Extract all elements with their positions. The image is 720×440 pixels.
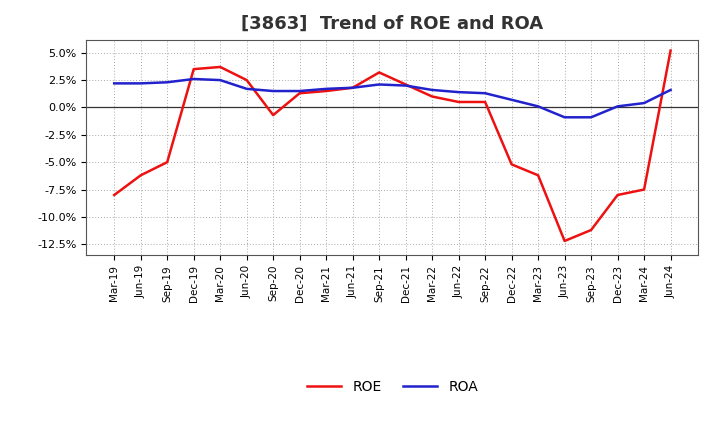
ROE [189,66,198,72]
ROA [110,81,119,86]
ROA [666,87,675,92]
ROA [613,104,622,109]
ROE [587,227,595,233]
ROE [401,82,410,87]
ROA [534,104,542,109]
ROA [640,100,649,106]
ROA [136,81,145,86]
ROA [322,86,330,92]
ROE [269,113,277,118]
ROA [481,91,490,96]
Line: ROE: ROE [114,51,670,241]
ROA [163,80,171,85]
ROE [534,172,542,178]
ROA [454,89,463,95]
Line: ROA: ROA [114,79,670,117]
Legend: ROE, ROA: ROE, ROA [301,374,484,400]
ROA [428,87,436,92]
Title: [3863]  Trend of ROE and ROA: [3863] Trend of ROE and ROA [241,15,544,33]
ROA [216,77,225,83]
ROE [322,88,330,94]
ROE [508,162,516,167]
ROE [163,160,171,165]
ROE [110,192,119,198]
ROA [243,86,251,92]
ROA [560,115,569,120]
ROE [136,172,145,178]
ROE [243,77,251,83]
ROA [508,97,516,103]
ROA [587,115,595,120]
ROE [640,187,649,192]
ROE [348,85,357,90]
ROE [560,238,569,244]
ROE [454,99,463,105]
ROE [666,48,675,53]
ROA [269,88,277,94]
ROA [348,85,357,90]
ROE [428,94,436,99]
ROE [295,91,304,96]
ROA [375,82,384,87]
ROE [216,64,225,70]
ROA [189,77,198,82]
ROE [375,70,384,75]
ROE [613,192,622,198]
ROA [295,88,304,94]
ROE [481,99,490,105]
ROA [401,83,410,88]
